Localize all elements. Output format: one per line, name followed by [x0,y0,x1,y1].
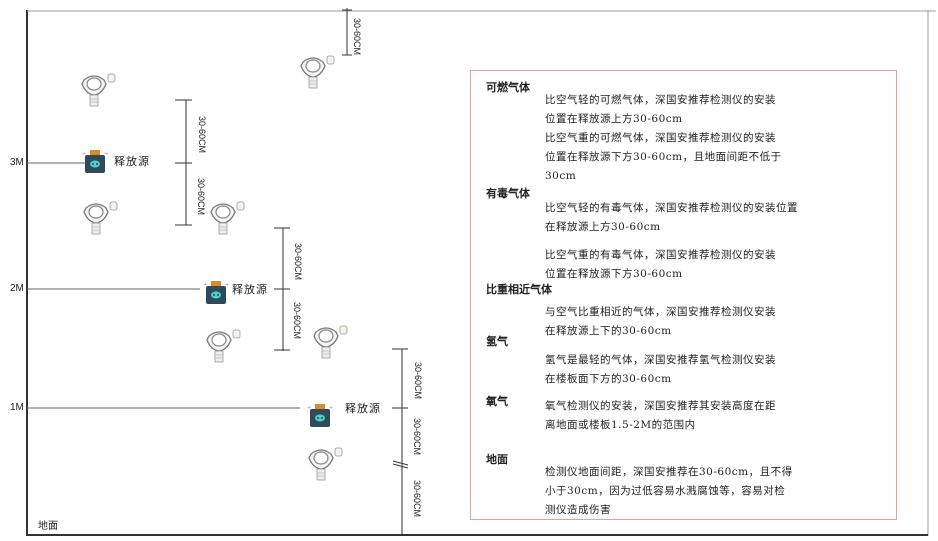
dimension-label: 30-60CM [293,243,303,281]
section-paragraph: 比空气重的有毒气体，深国安推荐检测仪的安装 位置在释放源下方30-60cm [545,246,776,284]
paragraph-line: 比空气重的有毒气体，深国安推荐检测仪的安装 [545,249,776,261]
section-paragraph: 比空气轻的有毒气体，深国安推荐检测仪的安装位置 在释放源上方30-60cm [545,199,798,237]
gas-detector-icon [297,52,337,92]
dimension-label: 30-60CM [413,362,423,400]
dimension-label: 30-60CM [412,480,422,518]
section-paragraph: 比空气重的可燃气体，深国安推荐检测仪的安装 位置在释放源下方30-60cm，且地面… [545,129,782,186]
paragraph-line: 小于30cm，因为过低容易水溅腐蚀等，容易对检 [545,485,786,497]
svg-text:+: + [225,282,229,288]
dimension-label: 30-60CM [196,178,206,216]
paragraph-line: 位置在释放源下方30-60cm [545,268,683,280]
dimension-label: 30-60CM [292,302,302,340]
gas-detector-icon [203,326,243,366]
svg-text:+: + [307,405,311,411]
paragraph-line: 氢气是最轻的气体，深国安推荐氢气检测仪安装 [545,354,776,366]
paragraph-line: 在释放源上下的30-60cm [545,325,672,337]
source-label: 释放源 [345,402,381,415]
gas-detector-icon [310,322,350,362]
dimension-label: 30-60CM [352,18,362,56]
paragraph-line: 位置在释放源下方30-60cm，且地面间距不低于 [545,151,782,163]
gas-detector-icon [207,198,247,238]
svg-text:+: + [104,151,108,157]
paragraph-line: 检测仪地面间距，深国安推荐在30-60cm，且不得 [545,466,793,478]
level-3m-label: 3M [10,157,24,168]
info-panel: 可燃气体比空气轻的可燃气体，深国安推荐检测仪的安装 位置在释放源上方30-60cm… [470,70,897,520]
gas-detector-icon [80,198,120,238]
release-source-icon: + + [82,149,108,175]
paragraph-line: 氧气检测仪的安装，深国安推荐其安装高度在距 [545,400,776,412]
section-paragraph: 氢气是最轻的气体，深国安推荐氢气检测仪安装 在楼板面下方的30-60cm [545,351,776,389]
dimension-label: 30-60CM [412,418,422,456]
release-source-icon: + + [203,280,229,306]
section-paragraph: 与空气比重相近的气体，深国安推荐检测仪安装 在释放源上下的30-60cm [545,303,776,341]
svg-text:+: + [82,151,86,157]
section-heading: 可燃气体 [486,81,530,94]
section-paragraph: 检测仪地面间距，深国安推荐在30-60cm，且不得 小于30cm，因为过低容易水溅… [545,463,793,520]
paragraph-line: 30cm [545,170,577,182]
paragraph-line: 比空气重的可燃气体，深国安推荐检测仪的安装 [545,132,776,144]
paragraph-line: 比空气轻的可燃气体，深国安推荐检测仪的安装 [545,94,776,106]
section-paragraph: 氧气检测仪的安装，深国安推荐其安装高度在距 离地面或楼板1.5-2M的范围内 [545,397,776,435]
source-label: 释放源 [232,283,268,296]
paragraph-line: 测仪造成伤害 [545,504,611,516]
dimension-label: 30-60CM [197,116,207,154]
gas-detector-icon [305,444,345,484]
section-heading: 比重相近气体 [486,283,552,296]
ground-label: 地面 [38,521,58,532]
paragraph-line: 与空气比重相近的气体，深国安推荐检测仪安装 [545,306,776,318]
source-label: 释放源 [114,155,150,168]
paragraph-line: 比空气轻的有毒气体，深国安推荐检测仪的安装位置 [545,202,798,214]
paragraph-line: 在楼板面下方的30-60cm [545,373,672,385]
section-heading: 氢气 [486,335,508,348]
section-heading: 有毒气体 [486,187,530,200]
section-heading: 地面 [486,453,508,466]
paragraph-line: 离地面或楼板1.5-2M的范围内 [545,419,696,431]
level-1m-label: 1M [10,402,24,413]
paragraph-line: 位置在释放源上方30-60cm [545,113,683,125]
level-2m-label: 2M [10,283,24,294]
release-source-icon: + + [307,403,333,429]
section-paragraph: 比空气轻的可燃气体，深国安推荐检测仪的安装 位置在释放源上方30-60cm [545,91,776,129]
paragraph-line: 在释放源上方30-60cm [545,221,661,233]
gas-detector-icon [78,70,118,110]
svg-text:+: + [203,282,207,288]
svg-text:+: + [329,405,333,411]
section-heading: 氧气 [486,395,508,408]
